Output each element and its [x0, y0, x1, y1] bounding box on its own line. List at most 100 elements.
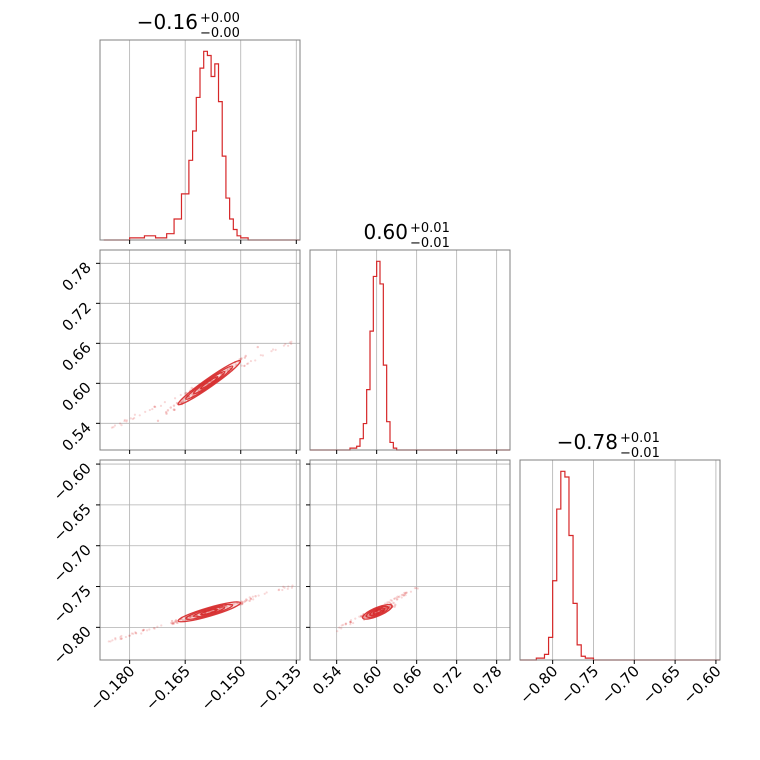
param-title-0: −0.16 +0.00−0.00 — [137, 10, 240, 41]
sample-point — [129, 417, 132, 420]
sample-point — [413, 587, 417, 590]
sample-point — [400, 593, 403, 597]
sample-point — [349, 619, 353, 622]
sample-point — [359, 614, 363, 618]
sample-point — [233, 602, 236, 605]
sample-point — [256, 345, 259, 349]
sample-point — [133, 417, 136, 420]
sample-point — [396, 598, 399, 601]
title-minus-error: −0.01 — [620, 446, 660, 461]
sample-point — [113, 424, 117, 427]
sample-point — [138, 414, 141, 417]
sample-point — [176, 621, 179, 625]
title-value: 0.60 — [363, 220, 408, 244]
title-plus-error: +0.01 — [410, 221, 450, 236]
sample-point — [254, 595, 257, 598]
contour-level — [200, 608, 219, 616]
sample-point — [124, 635, 127, 639]
sample-point — [257, 594, 260, 597]
sample-point — [291, 584, 294, 587]
y-tick-label: −0.60 — [50, 459, 95, 504]
sample-point — [395, 598, 399, 601]
sample-point — [287, 585, 290, 588]
sample-point — [251, 595, 254, 598]
panel-border — [99, 459, 301, 661]
sample-point — [240, 602, 244, 605]
contour-level — [372, 609, 383, 615]
sample-point — [130, 632, 133, 635]
contour-level — [185, 603, 234, 620]
y-tick-label: 0.78 — [58, 258, 94, 294]
sample-point — [392, 601, 395, 605]
sample-point — [249, 597, 252, 600]
sample-point — [120, 637, 123, 640]
sample-point — [175, 619, 178, 623]
scatter-panel-0-1: 0.54 0.60 0.66 0.72 0.78 — [58, 249, 301, 455]
title-minus-error: −0.01 — [410, 236, 450, 251]
sample-point — [243, 600, 246, 603]
sample-point — [183, 392, 187, 395]
sample-point — [386, 601, 389, 604]
sample-point — [151, 407, 154, 411]
x-tick-label: −0.60 — [680, 662, 725, 707]
sample-point — [114, 638, 117, 641]
sample-point — [390, 599, 394, 602]
sample-point — [395, 596, 398, 599]
sample-point — [125, 420, 128, 423]
sample-point — [344, 623, 347, 626]
sample-point — [236, 601, 240, 605]
sample-point — [119, 636, 122, 639]
hist-panel-1: 0.60 +0.01−0.01 — [309, 220, 511, 454]
sample-point — [142, 628, 145, 632]
x-tick-label: −0.150 — [198, 662, 250, 714]
x-tick-label: 0.60 — [349, 662, 385, 698]
contour-level — [177, 359, 242, 406]
title-value: −0.78 — [557, 430, 618, 454]
sample-point — [120, 634, 123, 638]
sample-point — [180, 400, 183, 403]
sample-point — [163, 401, 166, 404]
sample-point — [394, 603, 397, 607]
sample-point — [141, 629, 144, 632]
x-tick-label: −0.75 — [557, 662, 602, 707]
sample-point — [173, 620, 176, 623]
sample-point — [218, 607, 221, 611]
x-tick-label: 0.66 — [389, 662, 425, 698]
panel-border — [99, 39, 301, 241]
sample-point — [243, 356, 247, 359]
sample-point — [363, 615, 367, 618]
sample-point — [241, 600, 244, 604]
sample-point — [156, 419, 160, 423]
sample-point — [164, 411, 168, 414]
x-tick-label: −0.70 — [598, 662, 643, 707]
sample-point — [107, 640, 110, 643]
sample-point — [153, 627, 156, 630]
sample-point — [160, 624, 163, 627]
sample-point — [246, 599, 249, 602]
density — [110, 340, 293, 429]
sample-point — [349, 620, 352, 623]
panel-border — [309, 249, 511, 451]
sample-point — [135, 632, 138, 635]
sample-point — [172, 408, 176, 411]
sample-point — [132, 632, 135, 635]
sample-point — [248, 596, 251, 599]
sample-point — [409, 590, 413, 593]
y-tick-label: 0.66 — [58, 338, 94, 374]
sample-point — [128, 634, 132, 637]
sample-point — [274, 348, 277, 351]
sample-point — [271, 348, 275, 351]
title-minus-error: −0.00 — [200, 26, 240, 41]
sample-point — [156, 625, 159, 628]
sample-point — [265, 591, 268, 594]
sample-point — [349, 621, 353, 624]
sample-point — [123, 419, 126, 423]
sample-point — [240, 602, 243, 606]
contour-level — [177, 601, 242, 623]
sample-point — [405, 591, 408, 594]
contour-fill — [178, 360, 241, 405]
sample-point — [338, 626, 341, 629]
x-tick-label: −0.65 — [639, 662, 684, 707]
y-tick-label: 0.60 — [58, 378, 94, 414]
sample-point — [387, 601, 391, 604]
